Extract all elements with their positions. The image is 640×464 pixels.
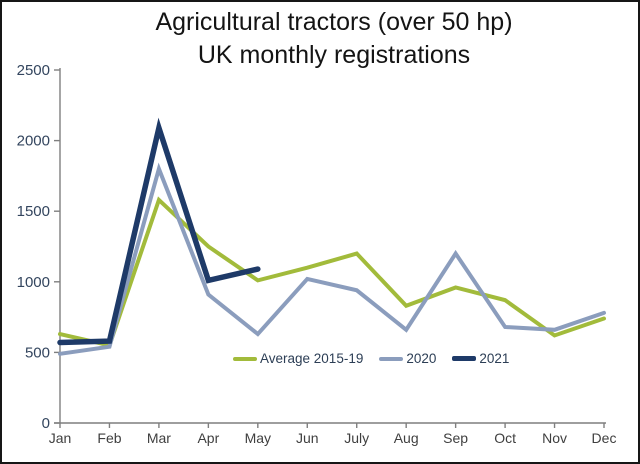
legend-label: Average 2015-19 xyxy=(260,351,364,366)
legend-item-2021: 2021 xyxy=(452,351,509,366)
legend-item-2020: 2020 xyxy=(379,351,436,366)
series-line-2020 xyxy=(58,162,606,356)
legend-swatch xyxy=(452,356,477,361)
x-tick-label: Mar xyxy=(147,430,171,446)
x-tick-label: Apr xyxy=(197,430,219,446)
x-tick-label: July xyxy=(344,430,369,446)
x-tick-label: Nov xyxy=(542,430,567,446)
x-tick-label: Oct xyxy=(494,430,516,446)
series-line-2021 xyxy=(57,117,261,346)
y-tick-label: 1500 xyxy=(17,203,50,220)
chart-title: Agricultural tractors (over 50 hp) UK mo… xyxy=(60,6,608,72)
legend-label: 2020 xyxy=(406,351,437,366)
series-line-average-2015-19 xyxy=(58,196,606,348)
chart-title-line-2: UK monthly registrations xyxy=(197,41,471,69)
legend-swatch xyxy=(379,356,404,361)
legend-swatch xyxy=(233,356,257,361)
x-tick-label: Jun xyxy=(296,430,319,446)
y-tick-label: 2000 xyxy=(17,133,50,150)
legend-label: 2021 xyxy=(479,351,510,366)
x-tick-label: Dec xyxy=(592,430,617,446)
y-tick-label: 2500 xyxy=(17,62,50,79)
y-tick-label: 500 xyxy=(25,344,50,361)
x-tick-label: Sep xyxy=(443,430,468,446)
x-tick-label: Jan xyxy=(49,430,72,446)
x-tick-label: May xyxy=(245,430,271,446)
x-tick-label: Aug xyxy=(394,430,419,446)
x-tick-label: Feb xyxy=(97,430,121,446)
chart-title-line-1: Agricultural tractors (over 50 hp) xyxy=(155,8,513,36)
y-tick-label: 1000 xyxy=(17,274,50,291)
y-tick-label: 0 xyxy=(42,415,50,432)
legend-item-average-2015-19: Average 2015-19 xyxy=(233,351,363,366)
chart-legend: Average 2015-19 2020 2021 xyxy=(233,351,509,366)
